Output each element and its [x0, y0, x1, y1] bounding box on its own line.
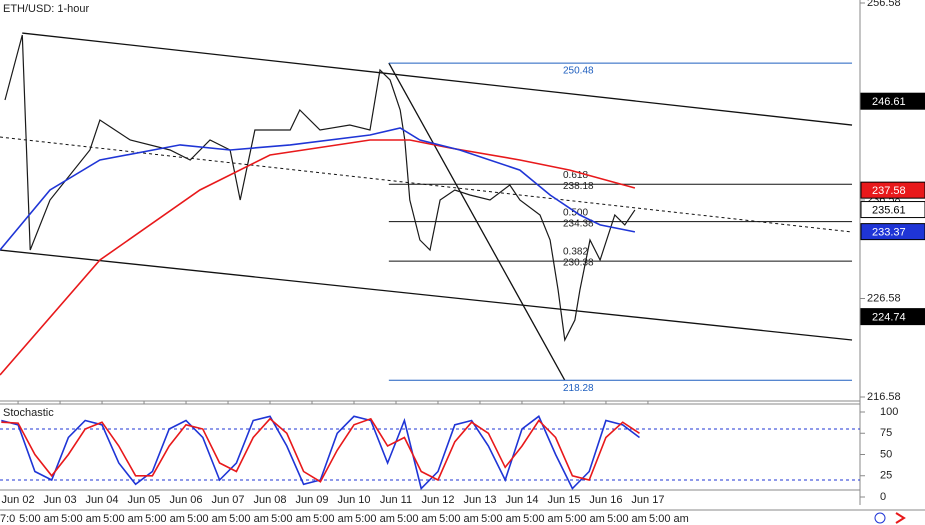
- fib-ratio: 0.382: [563, 247, 588, 258]
- level-box: [860, 223, 925, 241]
- level-label: 224.74: [872, 312, 906, 324]
- stochastic-line: [1, 417, 640, 483]
- level-box: [860, 92, 925, 110]
- fib-price: 230.38: [563, 258, 594, 269]
- fib-price: 238.18: [563, 181, 594, 192]
- time-label: 5:00 am: [187, 513, 227, 525]
- x-tick-label: Jun 14: [505, 494, 538, 506]
- trend-line: [22, 32, 853, 126]
- x-tick-label: Jun 12: [421, 494, 454, 506]
- y-tick-label: 75: [880, 427, 892, 439]
- x-tick-label: Jun 15: [547, 494, 580, 506]
- x-tick-label: Jun 11: [380, 494, 412, 506]
- fib-price: 234.38: [563, 218, 594, 229]
- time-label: 5:00 am: [271, 513, 311, 525]
- y-tick-label: 256.58: [867, 0, 901, 9]
- icon[interactable]: [874, 512, 886, 524]
- y-tick-label: 50: [880, 448, 892, 460]
- y-tick-label: 0: [880, 491, 886, 503]
- level-label: 235.61: [872, 204, 906, 216]
- fib-ratio: 0.618: [563, 170, 588, 181]
- level-box: [860, 181, 925, 199]
- fib-price: 218.28: [563, 383, 594, 394]
- time-label: 5:00 am: [103, 513, 143, 525]
- time-label: 5:00 am: [397, 513, 437, 525]
- time-label: 5:00 am: [313, 513, 353, 525]
- icon[interactable]: [895, 512, 906, 524]
- y-tick-label: 25: [880, 470, 892, 482]
- footer-icons[interactable]: [874, 512, 906, 524]
- level-label: 237.58: [872, 185, 906, 197]
- trend-line: [0, 249, 853, 341]
- moving-average: [0, 127, 636, 251]
- y-tick-label: 226.58: [867, 292, 901, 304]
- x-tick-label: Jun 04: [86, 494, 119, 506]
- indicator-title: Stochastic: [3, 407, 54, 419]
- level-box: [860, 308, 925, 326]
- level-label: 233.37: [872, 227, 906, 239]
- x-tick-label: Jun 08: [253, 494, 286, 506]
- time-label: 5:00 am: [565, 513, 605, 525]
- time-label: 5:00 am: [19, 513, 59, 525]
- x-tick-label: Jun 10: [337, 494, 370, 506]
- x-tick-label: Jun 09: [295, 494, 328, 506]
- time-label: 5:00 am: [61, 513, 101, 525]
- stochastic-line: [1, 415, 640, 491]
- x-tick-label: Jun 03: [44, 494, 77, 506]
- fib-price: 250.48: [563, 66, 594, 77]
- moving-average: [0, 139, 636, 376]
- time-label: 5:00 am: [481, 513, 521, 525]
- y-tick-label: 100: [880, 406, 898, 418]
- y-tick-label: 216.58: [867, 391, 901, 403]
- level-box: [860, 201, 925, 219]
- time-label: 7:0: [0, 513, 15, 525]
- x-tick-label: Jun 02: [2, 494, 35, 506]
- time-label: 5:00 am: [649, 513, 689, 525]
- time-label: 5:00 am: [355, 513, 395, 525]
- x-tick-label: Jun 07: [212, 494, 245, 506]
- x-tick-label: Jun 06: [170, 494, 203, 506]
- chart-title: ETH/USD: 1-hour: [3, 3, 90, 15]
- time-label: 5:00 am: [523, 513, 563, 525]
- level-label: 246.61: [872, 96, 906, 108]
- x-tick-label: Jun 13: [463, 494, 496, 506]
- time-label: 5:00 am: [439, 513, 479, 525]
- x-tick-label: Jun 05: [128, 494, 161, 506]
- time-label: 5:00 am: [229, 513, 269, 525]
- x-tick-label: Jun 17: [631, 494, 664, 506]
- time-label: 5:00 am: [145, 513, 185, 525]
- x-tick-label: Jun 16: [589, 494, 622, 506]
- time-label: 5:00 am: [607, 513, 647, 525]
